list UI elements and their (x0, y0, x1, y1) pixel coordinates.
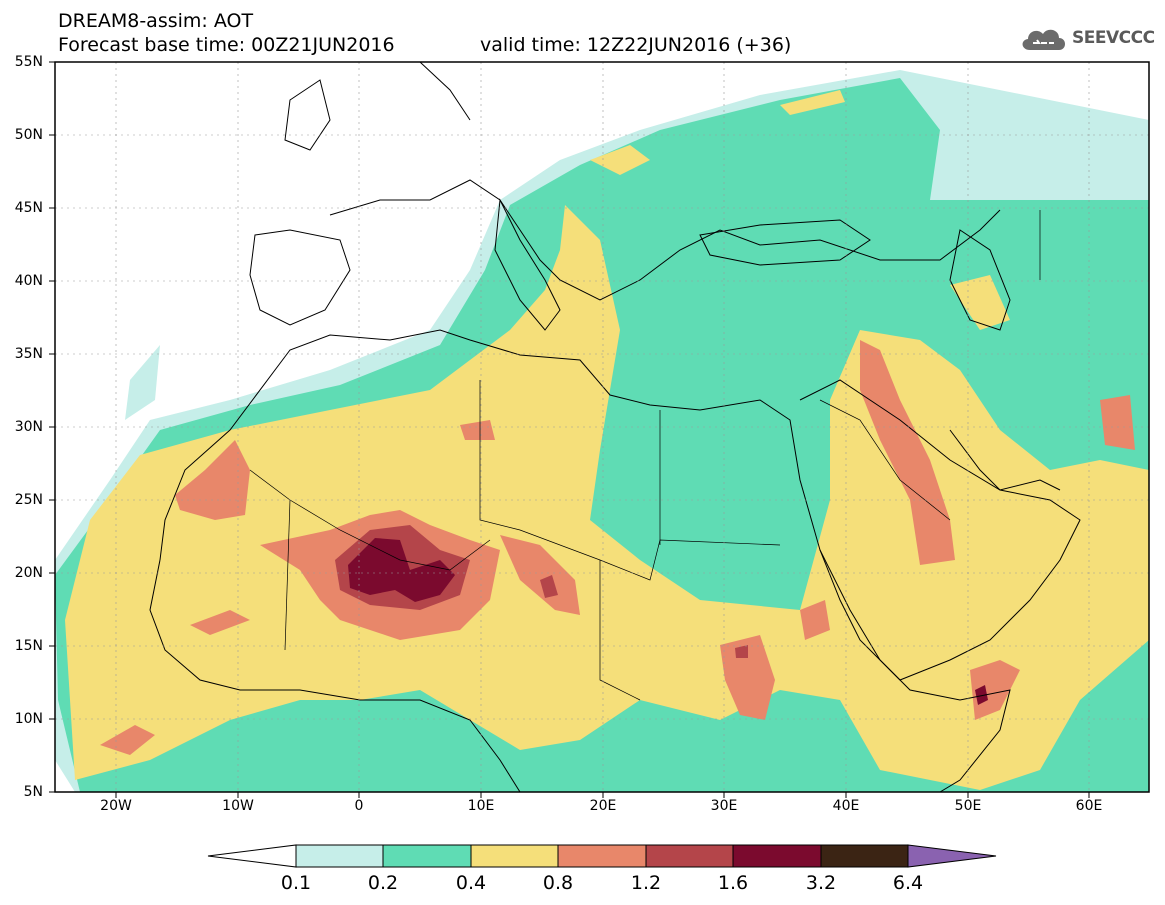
valid-time: valid time: 12Z22JUN2016 (+36) (480, 34, 792, 56)
aot-band-0.4c (780, 90, 845, 115)
aot-band-1.6a (348, 538, 455, 602)
cloud-icon (1022, 29, 1065, 50)
aot-band-0.8g (190, 610, 250, 635)
coastline-blacksea (699, 219, 871, 266)
lat-label-30N: 30N (14, 419, 43, 435)
colorbar-swatch-0.2-0.4 (382, 844, 472, 868)
coastline-gulf (949, 429, 1061, 491)
lat-label-10N: 10N (14, 711, 43, 727)
aot-band-0.8d (720, 635, 775, 720)
axis-ticks (49, 61, 1090, 798)
coastline-westafrica (149, 559, 521, 792)
lat-label-5N: 5N (23, 784, 43, 800)
lon-label-60E: 60E (1075, 798, 1103, 814)
title-line1: DREAM8-assim: AOT (58, 10, 254, 32)
colorbar (207, 844, 997, 868)
colorbar-below-arrow (207, 844, 297, 868)
aot-band-0.8k (460, 420, 495, 440)
lat-label-40N: 40N (14, 273, 43, 289)
lat-label-20N: 20N (14, 565, 43, 581)
colorbar-swatch-0.4-0.8 (470, 844, 559, 868)
logo-text: SEEVCCC (1072, 28, 1155, 48)
border-5 (599, 560, 641, 701)
lon-label-20W: 20W (100, 798, 132, 814)
coastlines (149, 62, 1081, 792)
coastline-arabia (799, 379, 1081, 681)
aot-band-0.4b (590, 145, 650, 175)
aot-band-0.8e (860, 340, 955, 565)
colorbar-label-0.4: 0.4 (455, 872, 487, 894)
border-4 (284, 499, 291, 651)
lat-label-35N: 35N (14, 346, 43, 362)
aot-shading (55, 70, 1149, 792)
coastline-scandinavia (419, 62, 471, 121)
colorbar-label-3.2: 3.2 (805, 872, 837, 894)
coastline-iberia (249, 229, 351, 326)
border-1 (249, 469, 491, 571)
coastline-africa (159, 329, 1011, 792)
colorbar-label-1.6: 1.6 (717, 872, 749, 894)
lon-label-10E: 10E (467, 798, 495, 814)
aot-band-0.8j (1100, 395, 1135, 450)
coastline-caspian (949, 229, 1011, 331)
aot-band-0.8b (500, 535, 580, 615)
aot-band-0.4d (950, 275, 1010, 330)
colorbar-swatch-3.2-6.4 (820, 844, 909, 868)
lat-label-25N: 25N (14, 492, 43, 508)
aot-band-0.8h (800, 600, 830, 640)
aot-band-0.8f (100, 725, 155, 755)
coastline-europe (329, 179, 1001, 301)
lat-label-45N: 45N (14, 200, 43, 216)
colorbar-above-arrow (907, 844, 997, 868)
colorbar-label-0.8: 0.8 (542, 872, 574, 894)
colorbar-swatch-0.1-0.2 (295, 844, 384, 868)
colorbar-label-0.2: 0.2 (367, 872, 399, 894)
aot-band-1.2b (540, 575, 558, 598)
lat-label-50N: 50N (14, 127, 43, 143)
colorbar-swatch-1.2-1.6 (645, 844, 734, 868)
colorbar-label-0.1: 0.1 (280, 872, 312, 894)
lon-label-20E: 20E (589, 798, 617, 814)
lon-label-0: 0 (354, 798, 364, 814)
aot-band-1.2c (735, 645, 748, 658)
colorbar-swatch-1.6-3.2 (732, 844, 822, 868)
lon-label-30E: 30E (710, 798, 738, 814)
graticule (55, 62, 1149, 792)
lat-label-15N: 15N (14, 638, 43, 654)
aot-band-1.6b (975, 685, 988, 705)
title-line2: Forecast base time: 00Z21JUN2016 (58, 34, 395, 56)
seevccc-logo: SEEVCCC (1018, 24, 1155, 52)
borders (249, 210, 1041, 701)
coastline-italy (494, 198, 561, 331)
aot-band-0.1b (125, 345, 160, 420)
aot-band-0.8i (970, 660, 1020, 720)
lon-label-10W: 10W (222, 798, 254, 814)
lon-label-50E: 50E (954, 798, 982, 814)
colorbar-swatch-0.8-1.2 (557, 844, 647, 868)
colorbar-label-1.2: 1.2 (630, 872, 662, 894)
colorbar-label-6.4: 6.4 (892, 872, 924, 894)
lat-label-55N: 55N (14, 54, 43, 70)
lon-label-40E: 40E (832, 798, 860, 814)
